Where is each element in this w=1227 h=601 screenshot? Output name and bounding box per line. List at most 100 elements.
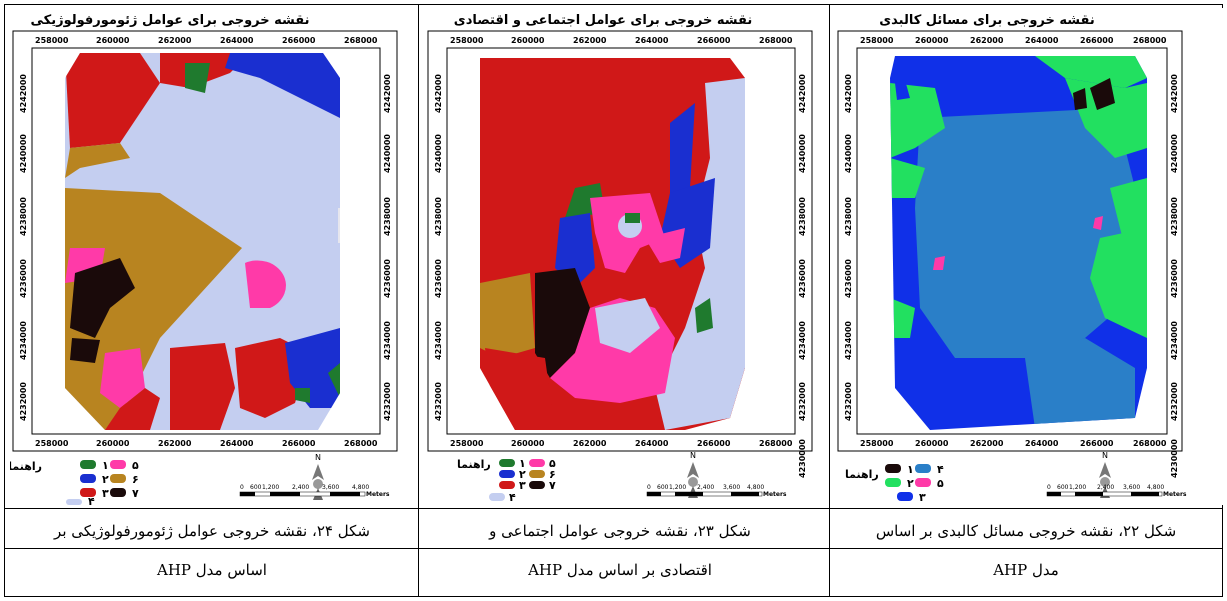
- scale-bar: 0 600 1,200 2,400 3,600 4,800 Meters: [239, 484, 390, 498]
- svg-text:۶: ۶: [549, 468, 556, 481]
- svg-text:268000: 268000: [759, 439, 793, 448]
- row-divider: [4, 508, 1223, 509]
- svg-text:2,400: 2,400: [697, 484, 714, 491]
- svg-text:268000: 268000: [1133, 36, 1167, 45]
- svg-text:262000: 262000: [970, 439, 1004, 448]
- svg-text:٧: ٧: [549, 479, 556, 492]
- svg-text:١: ١: [907, 463, 914, 476]
- caption-line: شکل ٢۴، نقشه خروجی عوامل ژئومورفولوژیکی …: [54, 522, 370, 540]
- svg-text:264000: 264000: [635, 439, 669, 448]
- svg-text:4232000: 4232000: [19, 382, 28, 421]
- svg-text:4240000: 4240000: [844, 134, 853, 173]
- scale-bar: 0 600 1,200 2,400 3,600 4,800 Meters: [1046, 484, 1187, 498]
- svg-text:0: 0: [1047, 484, 1051, 491]
- svg-text:4238000: 4238000: [383, 197, 392, 236]
- svg-text:268000: 268000: [1133, 439, 1167, 448]
- legend-item: ٧: [110, 487, 139, 500]
- svg-text:4240000: 4240000: [19, 134, 28, 173]
- caption-line: اقتصادی بر اساس مدل AHP: [528, 561, 712, 579]
- map-title: نقشه خروجی برای مسائل کالبدی: [879, 13, 1095, 28]
- y-tick-labels-right: 4242000 4240000 4238000 4236000 4234000 …: [383, 74, 392, 421]
- svg-text:264000: 264000: [635, 36, 669, 45]
- svg-text:راهنما: راهنما: [845, 468, 879, 481]
- svg-text:4236000: 4236000: [1170, 259, 1179, 298]
- caption-line: شکل ٢٢، نقشه خروجی مسائل کالبدی بر اساس: [875, 522, 1177, 540]
- map-area: [480, 58, 745, 430]
- svg-text:266000: 266000: [697, 36, 731, 45]
- y-tick-labels-right: 4242000 4240000 4238000 4236000 4234000 …: [798, 74, 807, 478]
- legend-item: ۵: [110, 459, 139, 472]
- svg-text:1,200: 1,200: [262, 484, 279, 491]
- svg-text:۴: ۴: [937, 463, 944, 476]
- svg-text:4238000: 4238000: [19, 197, 28, 236]
- svg-text:4238000: 4238000: [844, 197, 853, 236]
- legend-item: ۴: [489, 491, 516, 504]
- svg-text:260000: 260000: [511, 36, 545, 45]
- svg-text:266000: 266000: [1080, 36, 1114, 45]
- svg-text:N: N: [315, 453, 321, 462]
- map-title: نقشه خروجی برای عوامل ژئومورفولوژیکی: [31, 13, 310, 28]
- legend-item: ۵: [915, 477, 944, 490]
- svg-text:600: 600: [657, 484, 669, 491]
- map-panel-geomorphology: نقشه خروجی برای عوامل ژئومورفولوژیکی: [10, 8, 400, 505]
- svg-text:264000: 264000: [1025, 36, 1059, 45]
- svg-text:3,600: 3,600: [723, 484, 740, 491]
- svg-text:١: ١: [102, 459, 109, 472]
- svg-text:4232000: 4232000: [1170, 382, 1179, 421]
- svg-text:266000: 266000: [282, 439, 316, 448]
- y-tick-labels-left: 4242000 4240000 4238000 4236000 4234000 …: [844, 74, 853, 421]
- svg-text:4240000: 4240000: [434, 134, 443, 173]
- legend: راهنما ١ ٢ ٣ ۴ ۵ ۶ ٧: [10, 459, 139, 505]
- x-tick-labels-bottom: 258000 260000 262000 264000 266000 26800…: [35, 439, 378, 448]
- svg-text:264000: 264000: [220, 36, 254, 45]
- svg-text:4242000: 4242000: [844, 74, 853, 113]
- svg-text:4236000: 4236000: [798, 259, 807, 298]
- svg-text:258000: 258000: [450, 439, 484, 448]
- svg-text:258000: 258000: [35, 439, 69, 448]
- legend-item: ۶: [529, 468, 556, 481]
- legend-item: ٢: [885, 477, 914, 490]
- svg-text:262000: 262000: [158, 36, 192, 45]
- svg-text:4240000: 4240000: [1170, 134, 1179, 173]
- map-title: نقشه خروجی برای عوامل اجتماعی و اقتصادی: [454, 13, 752, 28]
- svg-text:262000: 262000: [573, 439, 607, 448]
- map-panel-physical: نقشه خروجی برای مسائل کالبدی 258000 2600…: [835, 8, 1225, 505]
- x-tick-labels-top: 258000 260000 262000 264000 266000 26800…: [450, 36, 793, 45]
- svg-text:4236000: 4236000: [19, 259, 28, 298]
- svg-text:262000: 262000: [970, 36, 1004, 45]
- svg-text:4234000: 4234000: [19, 321, 28, 360]
- svg-text:264000: 264000: [220, 439, 254, 448]
- svg-text:4230000: 4230000: [798, 439, 807, 478]
- svg-text:2,400: 2,400: [1097, 484, 1114, 491]
- svg-text:4234000: 4234000: [434, 321, 443, 360]
- svg-text:260000: 260000: [96, 36, 130, 45]
- x-tick-labels-top: 258000 260000 262000 264000 266000 26800…: [860, 36, 1167, 45]
- row-divider: [4, 548, 1223, 549]
- svg-text:راهنما: راهنما: [457, 458, 491, 471]
- svg-text:۶: ۶: [132, 473, 139, 486]
- svg-text:268000: 268000: [759, 36, 793, 45]
- svg-text:0: 0: [647, 484, 651, 491]
- svg-text:266000: 266000: [697, 439, 731, 448]
- column-divider: [418, 4, 419, 597]
- x-tick-labels-bottom: 258000 260000 262000 264000 266000 26800…: [450, 439, 793, 448]
- svg-text:4232000: 4232000: [383, 382, 392, 421]
- svg-text:4242000: 4242000: [434, 74, 443, 113]
- x-tick-labels-top: 258000 260000 262000 264000 266000 26800…: [35, 36, 378, 45]
- svg-text:260000: 260000: [915, 36, 949, 45]
- svg-text:4238000: 4238000: [434, 197, 443, 236]
- svg-text:268000: 268000: [344, 36, 378, 45]
- svg-text:4236000: 4236000: [383, 259, 392, 298]
- svg-text:N: N: [690, 451, 696, 460]
- svg-text:262000: 262000: [573, 36, 607, 45]
- svg-text:0: 0: [240, 484, 244, 491]
- scale-bar: 0 600 1,200 2,400 3,600 4,800 Meters: [646, 484, 787, 498]
- svg-text:٣: ٣: [519, 479, 526, 492]
- legend-item: ٢: [499, 468, 526, 481]
- y-tick-labels-left: 4242000 4240000 4238000 4236000 4234000 …: [434, 74, 443, 421]
- svg-text:Meters: Meters: [1163, 491, 1187, 498]
- legend-item: ۶: [110, 473, 139, 486]
- svg-text:268000: 268000: [344, 439, 378, 448]
- map-panel-socioeconomic: نقشه خروجی برای عوامل اجتماعی و اقتصادی …: [425, 8, 815, 505]
- caption-line: شکل ٢٣، نقشه خروجی عوامل اجتماعی و: [489, 522, 751, 540]
